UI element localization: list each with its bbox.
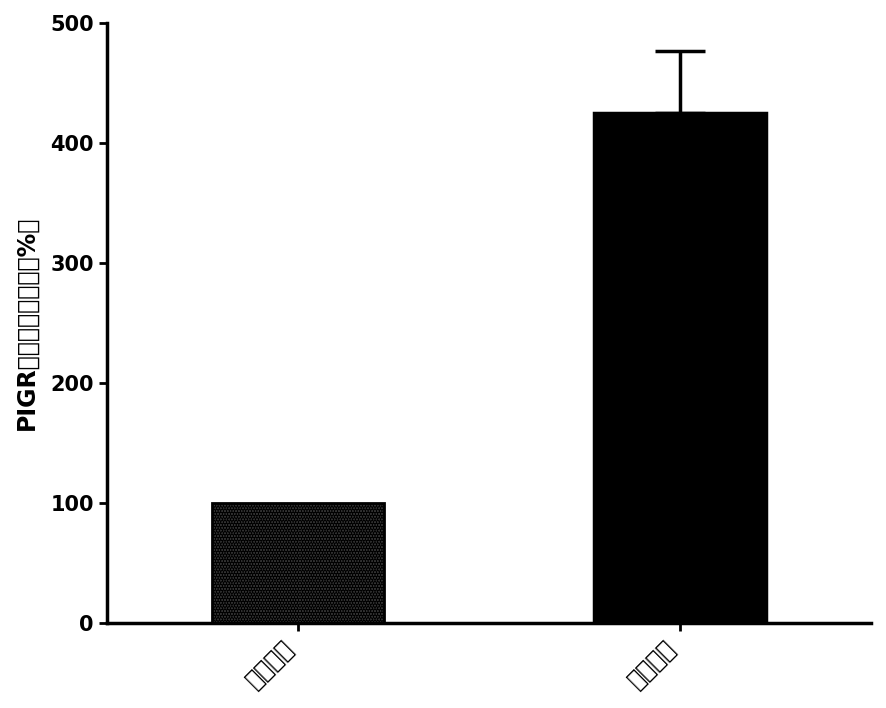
Bar: [212, 503, 384, 623]
Y-axis label: PIGR蛋白相对表达量（%）: PIGR蛋白相对表达量（%）: [15, 216, 39, 430]
Bar: [594, 113, 766, 623]
